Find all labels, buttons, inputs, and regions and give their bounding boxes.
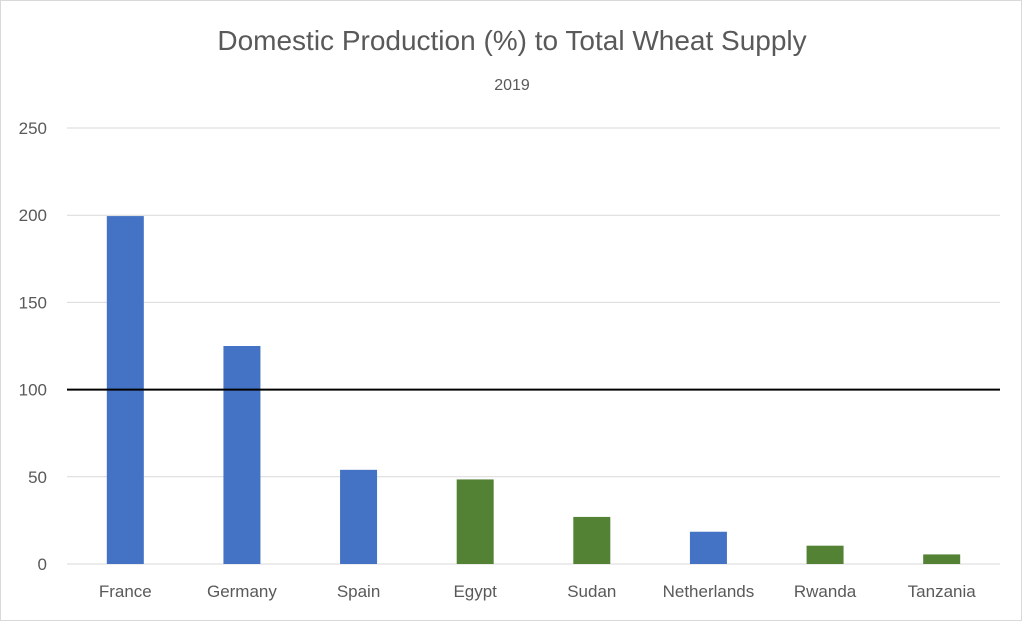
y-tick-label: 100 [19, 381, 47, 400]
x-category-label: Spain [337, 582, 380, 601]
chart-title: Domestic Production (%) to Total Wheat S… [217, 25, 806, 56]
bar-egypt [456, 479, 494, 564]
y-tick-label: 200 [19, 206, 47, 225]
x-axis-categories: France Germany Spain Egypt Sudan Netherlands R… [99, 582, 976, 601]
bar-sudan [573, 516, 611, 564]
x-category-label: Egypt [453, 582, 497, 601]
x-category-label: France [99, 582, 152, 601]
y-tick-label: 250 [19, 119, 47, 138]
x-category-label: Netherlands [663, 582, 755, 601]
y-tick-label: 0 [38, 555, 47, 574]
y-axis-ticks: 0 50 100 150 200 250 [19, 119, 47, 574]
bar-tanzania [923, 554, 961, 564]
bar-germany [223, 346, 261, 564]
y-tick-label: 150 [19, 293, 47, 312]
bar-netherlands [689, 531, 727, 564]
x-category-label: Sudan [567, 582, 616, 601]
chart-subtitle: 2019 [494, 77, 530, 94]
gridlines [67, 127, 1000, 565]
y-tick-label: 50 [28, 468, 47, 487]
bar-spain [340, 469, 378, 564]
x-category-label: Germany [207, 582, 277, 601]
x-category-label: Tanzania [908, 582, 977, 601]
x-category-label: Rwanda [794, 582, 857, 601]
bar-rwanda [806, 545, 844, 564]
